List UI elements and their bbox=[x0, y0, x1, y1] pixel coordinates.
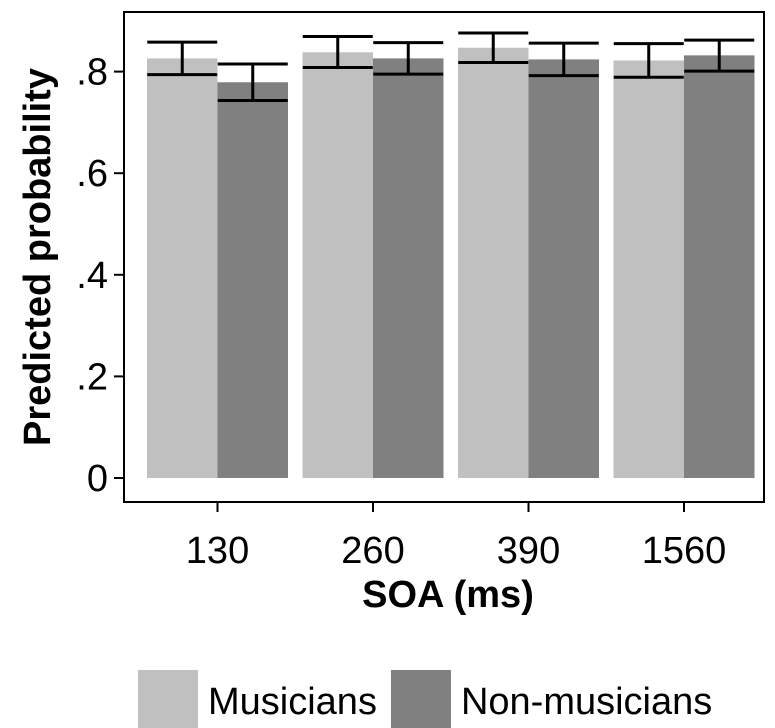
y-tick-label-.8: .8 bbox=[76, 52, 108, 94]
x-tick-label-390: 390 bbox=[497, 530, 560, 572]
error-bars-layer bbox=[147, 31, 755, 103]
x-axis: 130 260 390 1560 bbox=[186, 502, 726, 572]
legend-swatch-non-musicians bbox=[390, 670, 451, 728]
bar-130-musicians bbox=[147, 58, 218, 478]
bar-1560-non-musicians bbox=[684, 55, 755, 479]
x-axis-title: SOA (ms) bbox=[362, 574, 534, 616]
legend-label-musicians: Musicians bbox=[208, 681, 377, 723]
bars-layer bbox=[147, 47, 755, 479]
bar-130-non-musicians bbox=[217, 82, 288, 478]
legend-label-non-musicians: Non-musicians bbox=[461, 681, 712, 723]
x-tick-label-260: 260 bbox=[341, 530, 404, 572]
legend-swatch-musicians bbox=[138, 670, 198, 728]
bar-1560-musicians bbox=[613, 60, 684, 478]
bar-260-non-musicians bbox=[373, 58, 444, 478]
bar-260-musicians bbox=[302, 52, 373, 479]
x-tick-label-130: 130 bbox=[186, 530, 249, 572]
y-tick-label-.2: .2 bbox=[76, 356, 108, 398]
legend: Musicians Non-musicians bbox=[138, 670, 712, 728]
y-tick-label-0: 0 bbox=[87, 458, 108, 500]
y-axis-title: Predicted probability bbox=[17, 68, 59, 446]
y-tick-label-.4: .4 bbox=[76, 255, 108, 297]
bar-390-musicians bbox=[458, 47, 529, 478]
y-tick-label-.6: .6 bbox=[76, 153, 108, 195]
x-tick-label-1560: 1560 bbox=[642, 530, 727, 572]
bar-390-non-musicians bbox=[528, 59, 599, 479]
y-axis: 0 .2 .4 .6 .8 bbox=[76, 52, 124, 500]
